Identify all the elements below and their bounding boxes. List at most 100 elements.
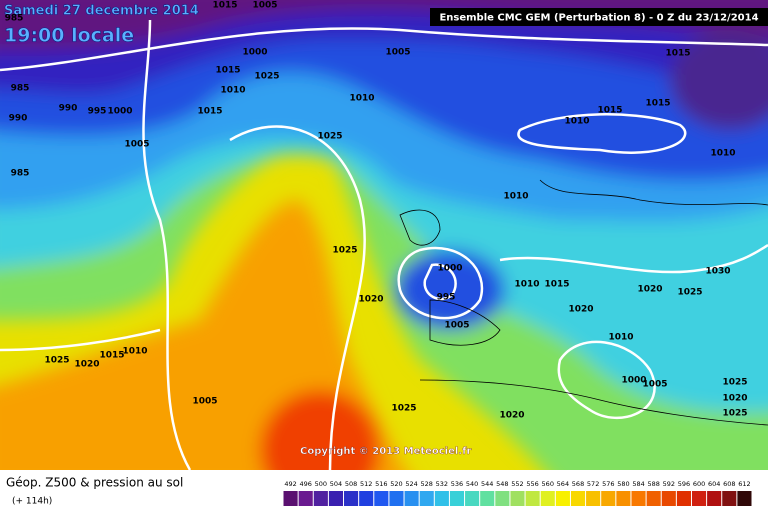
lead-time: (+ 114h) (12, 497, 52, 507)
isobar-label: 1010 (122, 347, 147, 357)
legend-label: 588 (647, 480, 659, 488)
legend-label: 508 (345, 480, 357, 488)
isobar-label: 1000 (621, 376, 646, 386)
legend-label: 568 (572, 480, 584, 488)
date: Samedi 27 decembre 2014 (4, 4, 199, 19)
legend-label: 560 (542, 480, 554, 488)
legend-label: 540 (466, 480, 478, 488)
isobar-label: 1010 (564, 117, 589, 127)
isobar-label: 1025 (677, 288, 702, 298)
legend-label: 552 (511, 480, 523, 488)
isobar-label: 1010 (349, 94, 374, 104)
legend-label: 556 (526, 480, 538, 488)
isobar-label: 1010 (220, 86, 245, 96)
isobar-label: 1025 (722, 378, 747, 388)
isobar-label: 1005 (385, 48, 410, 58)
legend-swatch (737, 491, 752, 506)
isobar-label: 1025 (391, 404, 416, 414)
isobar-label: 1015 (197, 107, 222, 117)
legend-label: 536 (451, 480, 463, 488)
legend-swatch (616, 491, 631, 506)
legend-swatch (328, 491, 344, 506)
legend-label: 608 (723, 480, 735, 488)
legend-label: 544 (481, 480, 493, 488)
legend-label: 500 (315, 480, 327, 488)
legend-swatch (525, 491, 540, 506)
legend-swatch (661, 491, 676, 506)
legend-swatch (510, 491, 525, 506)
legend-label: 504 (330, 480, 342, 488)
isobar-label: 1015 (645, 99, 670, 109)
isobar-label: 1025 (722, 409, 747, 419)
footer-title: Géop. Z500 & pression au sol (6, 476, 183, 490)
legend-swatch (374, 491, 389, 506)
isobar-label: 1010 (710, 149, 735, 159)
legend-swatch (283, 491, 298, 506)
header-bar (430, 8, 768, 26)
isobar-label: 1020 (358, 295, 383, 305)
legend-swatch (434, 491, 449, 506)
isobar-label: 1000 (107, 107, 132, 117)
legend-swatch (722, 491, 737, 506)
legend-label: 576 (602, 480, 614, 488)
isobar-label: 1020 (568, 305, 593, 315)
isobar-label: 1015 (212, 1, 237, 11)
isobar-label: 1030 (705, 267, 730, 277)
legend-label: 584 (632, 480, 644, 488)
copyright: Copyright © 2013 Meteociel.fr (300, 446, 471, 457)
legend-label: 524 (405, 480, 417, 488)
legend-swatch (570, 491, 586, 506)
legend-swatch (419, 491, 434, 506)
legend-label: 580 (617, 480, 629, 488)
legend-swatch (344, 491, 359, 506)
coastlines (399, 179, 768, 426)
legend-label: 600 (693, 480, 705, 488)
isobars (0, 19, 768, 470)
isobar-label: 1010 (608, 333, 633, 343)
isobar-label: 1000 (242, 48, 267, 58)
legend-label: 596 (678, 480, 690, 488)
isobar-label: 1010 (503, 192, 528, 202)
legend-swatch (631, 491, 646, 506)
model-info: Ensemble CMC GEM (Perturbation 8) - 0 Z … (439, 13, 758, 24)
legend-swatch (359, 491, 374, 506)
isobar-label: 1020 (499, 411, 524, 421)
legend-swatch (404, 491, 419, 506)
isobar-label: 1005 (124, 140, 149, 150)
legend-label: 564 (557, 480, 569, 488)
isobar-label: 995 (88, 107, 107, 117)
legend-label: 520 (390, 480, 402, 488)
legend-swatch (691, 491, 707, 506)
isobar-label: 1005 (444, 321, 469, 331)
legend-swatch (495, 491, 510, 506)
isobar-label: 990 (9, 114, 28, 124)
local-time: 19:00 locale (4, 25, 134, 47)
isobar-label: 1010 (514, 280, 539, 290)
isobar-label: 1020 (722, 394, 747, 404)
legend-label: 572 (587, 480, 599, 488)
isobar-label: 1005 (252, 1, 277, 11)
isobar-label: 1015 (99, 351, 124, 361)
legend-swatch (480, 491, 495, 506)
isobar-label: 1015 (215, 66, 240, 76)
legend-label: 492 (284, 480, 296, 488)
isobar-label: 1020 (637, 285, 662, 295)
legend-label: 528 (421, 480, 433, 488)
legend-label: 612 (738, 480, 750, 488)
legend-label: 592 (663, 480, 675, 488)
isobar-label: 985 (11, 169, 30, 179)
isobar-label: 1015 (597, 106, 622, 116)
isobar-label: 1000 (437, 264, 462, 274)
legend-label: 604 (708, 480, 720, 488)
legend-label: 532 (436, 480, 448, 488)
legend-label: 548 (496, 480, 508, 488)
legend-swatch (298, 491, 313, 506)
legend-label: 512 (360, 480, 372, 488)
isobar-label: 995 (437, 293, 456, 303)
legend-swatch (465, 491, 480, 506)
color-legend: 492 496 500 504 508 512 516 520 524 528 532 536 540 5… (283, 480, 752, 506)
isobar-label: 1025 (44, 356, 69, 366)
